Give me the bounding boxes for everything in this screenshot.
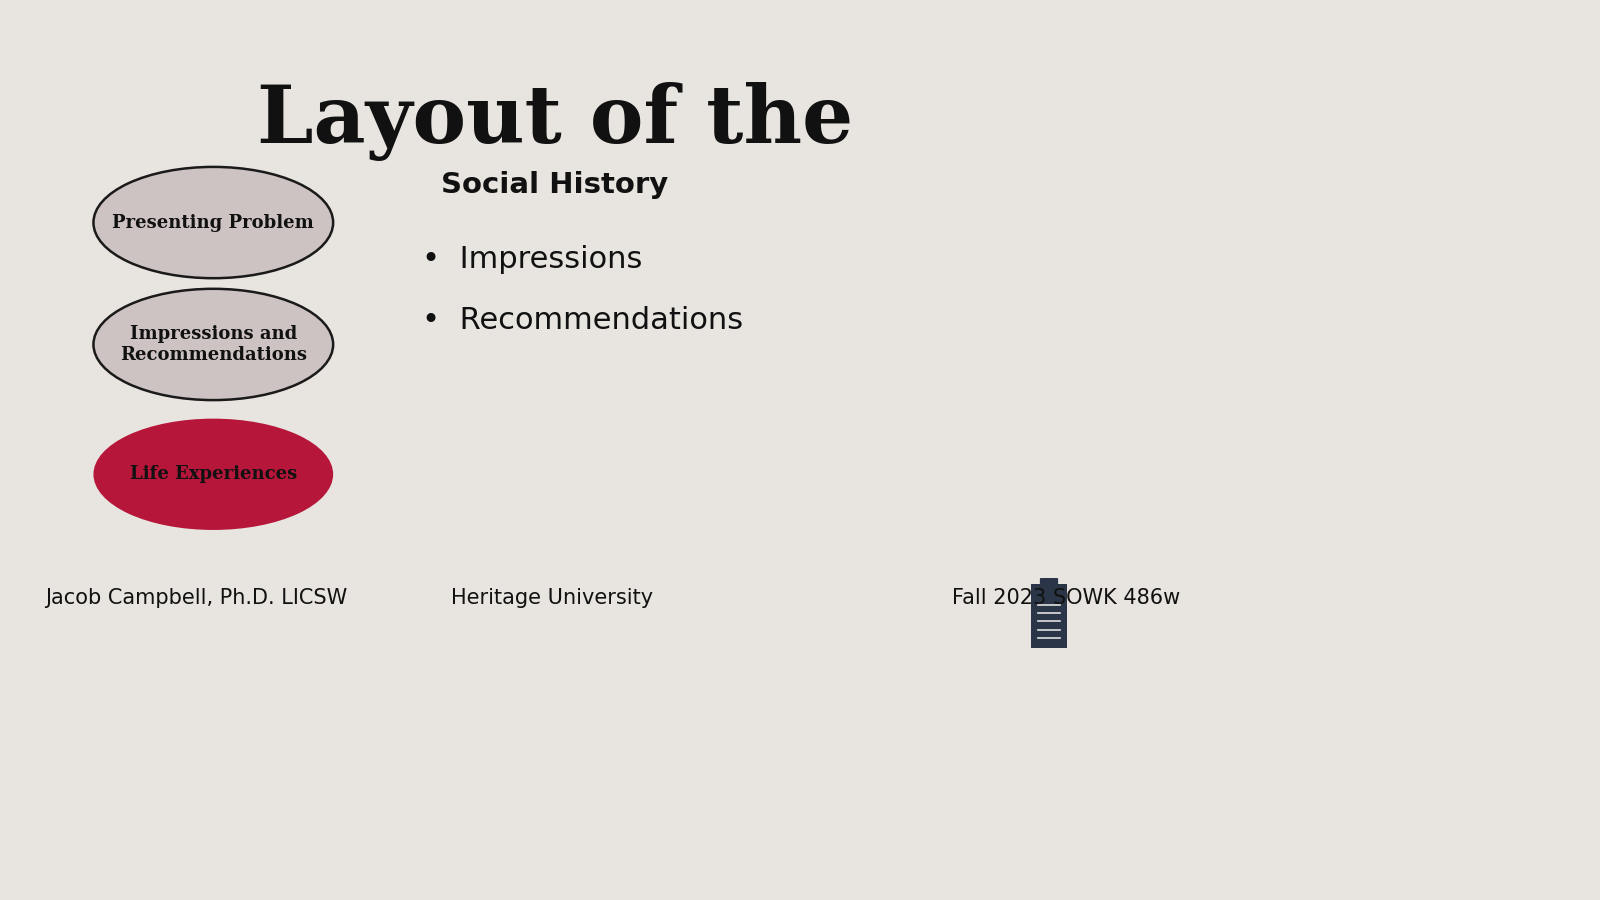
Text: Jacob Campbell, Ph.D. LICSW: Jacob Campbell, Ph.D. LICSW [45,588,347,608]
Text: Fall 2023 SOWK 486w: Fall 2023 SOWK 486w [952,588,1181,608]
Text: Impressions and
Recommendations: Impressions and Recommendations [120,325,307,364]
Text: •  Impressions: • Impressions [422,245,643,274]
Text: Presenting Problem: Presenting Problem [112,213,314,231]
Text: •  Recommendations: • Recommendations [422,306,744,335]
FancyBboxPatch shape [1040,578,1058,593]
Ellipse shape [93,418,333,530]
Text: Social History: Social History [442,171,669,200]
Text: Layout of the: Layout of the [258,83,853,161]
Text: Heritage University: Heritage University [451,588,653,608]
FancyBboxPatch shape [1030,583,1067,648]
Ellipse shape [93,166,333,278]
Text: Life Experiences: Life Experiences [130,465,298,483]
Ellipse shape [93,289,333,400]
